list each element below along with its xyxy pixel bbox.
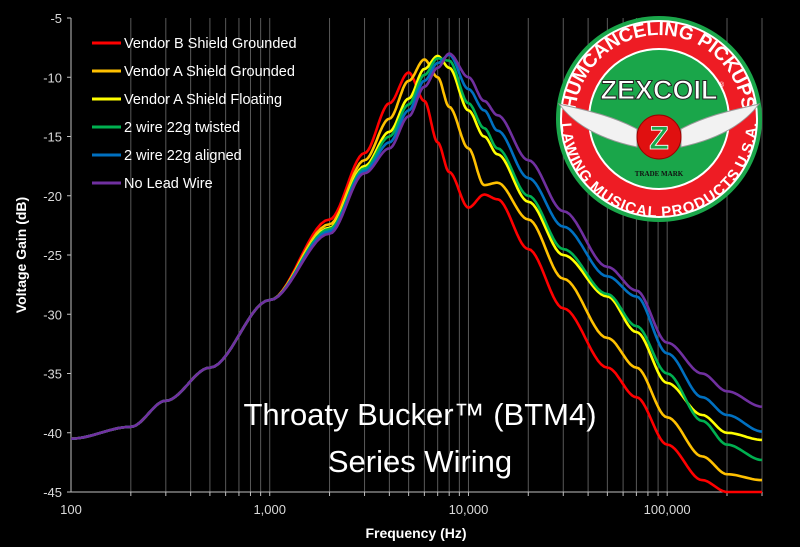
logo-brand: ZEXCOIL — [600, 75, 717, 105]
y-tick-label: -5 — [50, 11, 62, 26]
y-tick-labels: -5 -10 -15 -20 -25 -30 -35 -40 -45 — [43, 11, 71, 500]
y-tick-label: -30 — [43, 307, 62, 322]
legend-label: No Lead Wire — [124, 176, 213, 192]
logo-z-letter: Z — [649, 120, 669, 156]
legend: Vendor B Shield Grounded Vendor A Shield … — [92, 36, 297, 192]
x-tick-label: 1,000 — [253, 502, 286, 517]
x-tick-label: 100,000 — [644, 502, 691, 517]
series-lines — [70, 52, 763, 494]
x-tick-label: 100 — [60, 502, 82, 517]
y-tick-label: -20 — [43, 189, 62, 204]
legend-label: Vendor A Shield Floating — [124, 92, 282, 108]
logo-trademark: TRADE MARK — [635, 170, 684, 178]
x-tick-label: 10,000 — [449, 502, 489, 517]
series-line-6 — [70, 52, 763, 440]
zexcoil-logo: HUMCANCELING PICKUPS LAWING MUSICAL PROD… — [556, 16, 762, 222]
y-tick-label: -25 — [43, 248, 62, 263]
y-tick-label: -45 — [43, 485, 62, 500]
y-tick-label: -35 — [43, 367, 62, 382]
y-tick-label: -40 — [43, 426, 62, 441]
y-tick-label: -10 — [43, 70, 62, 85]
annotation-subtitle: Series Wiring — [328, 444, 512, 479]
legend-label: Vendor B Shield Grounded — [124, 36, 297, 52]
x-tick-labels: 100 1,000 10,000 100,000 — [60, 502, 691, 517]
gridlines — [130, 18, 763, 496]
legend-label: Vendor A Shield Grounded — [124, 64, 295, 80]
logo-registered: ® — [719, 81, 725, 89]
wings-icon — [557, 103, 761, 148]
legend-label: 2 wire 22g twisted — [124, 120, 240, 136]
annotation-title: Throaty Bucker™ (BTM4) — [243, 397, 596, 432]
logo-z-badge — [636, 114, 682, 160]
legend-label: 2 wire 22g aligned — [124, 148, 242, 164]
x-axis-title: Frequency (Hz) — [365, 525, 466, 541]
y-axis-title: Voltage Gain (dB) — [13, 197, 29, 313]
y-tick-label: -15 — [43, 130, 62, 145]
